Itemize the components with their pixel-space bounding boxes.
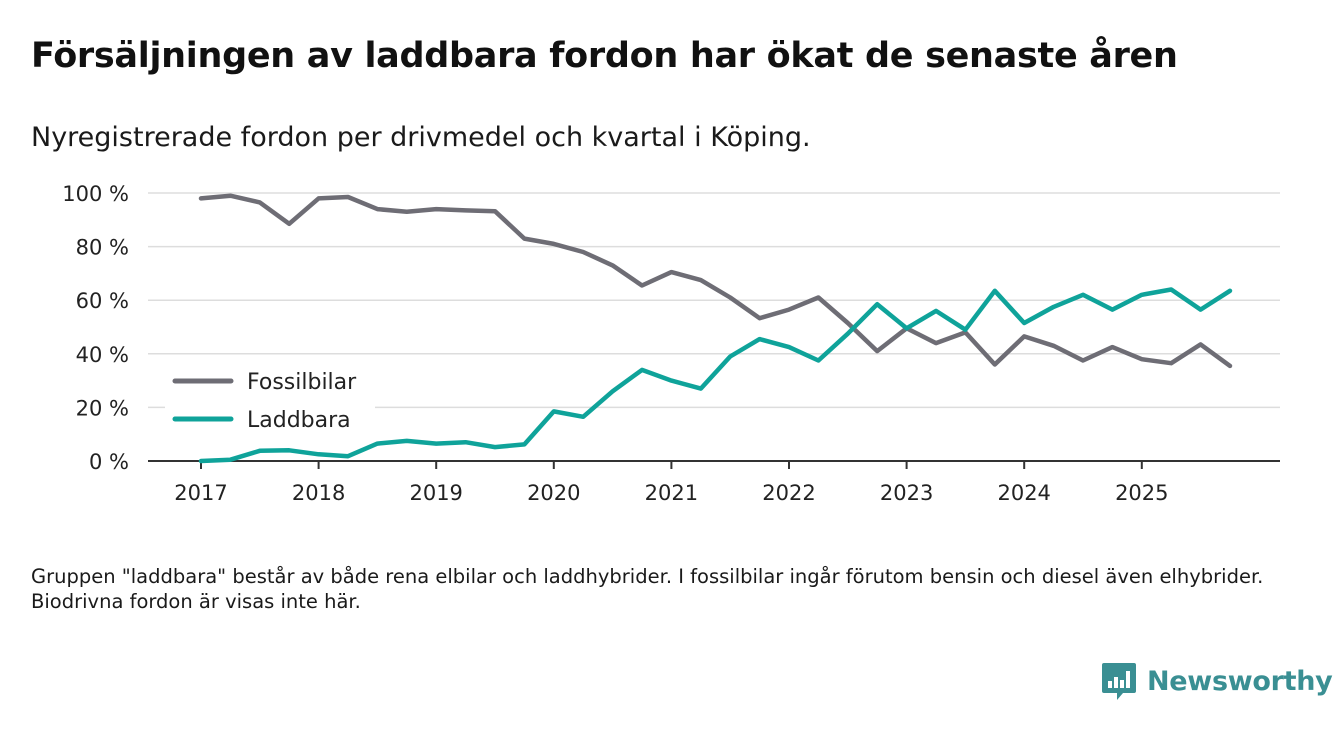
x-tick-label: 2020 xyxy=(527,481,580,505)
brand-logo: Newsworthy xyxy=(1101,661,1333,701)
x-tick-label: 2019 xyxy=(409,481,462,505)
y-tick-label: 100 % xyxy=(62,182,129,206)
x-tick-label: 2024 xyxy=(997,481,1050,505)
y-tick-label: 40 % xyxy=(76,343,129,367)
y-tick-label: 60 % xyxy=(76,289,129,313)
chart-title: Försäljningen av laddbara fordon har öka… xyxy=(31,36,1178,76)
x-tick-label: 2022 xyxy=(762,481,815,505)
footnote: Gruppen "laddbara" består av både rena e… xyxy=(31,565,1264,613)
x-tick-label: 2021 xyxy=(645,481,698,505)
legend-box xyxy=(165,362,375,436)
x-tick-label: 2018 xyxy=(292,481,345,505)
legend-label-laddbara: Laddbara xyxy=(247,408,351,433)
y-tick-label: 0 % xyxy=(89,450,129,474)
y-tick-label: 80 % xyxy=(76,236,129,260)
brand-name: Newsworthy xyxy=(1147,665,1333,697)
x-tick-label: 2023 xyxy=(880,481,933,505)
line-chart: 0 % 20 % 40 % 60 % 80 % 100 % 2017 2018 2019 2020… xyxy=(62,182,1280,505)
series-line-laddbara xyxy=(198,287,1233,464)
chart-subtitle: Nyregistrerade fordon per drivmedel och … xyxy=(31,122,811,153)
series-line-fossilbilar xyxy=(198,193,1233,369)
x-tick-label: 2017 xyxy=(174,481,227,505)
x-tick-label: 2025 xyxy=(1115,481,1168,505)
y-tick-label: 20 % xyxy=(76,396,129,420)
legend-label-fossilbilar: Fossilbilar xyxy=(247,370,357,395)
newsworthy-logo-icon xyxy=(1102,663,1136,700)
